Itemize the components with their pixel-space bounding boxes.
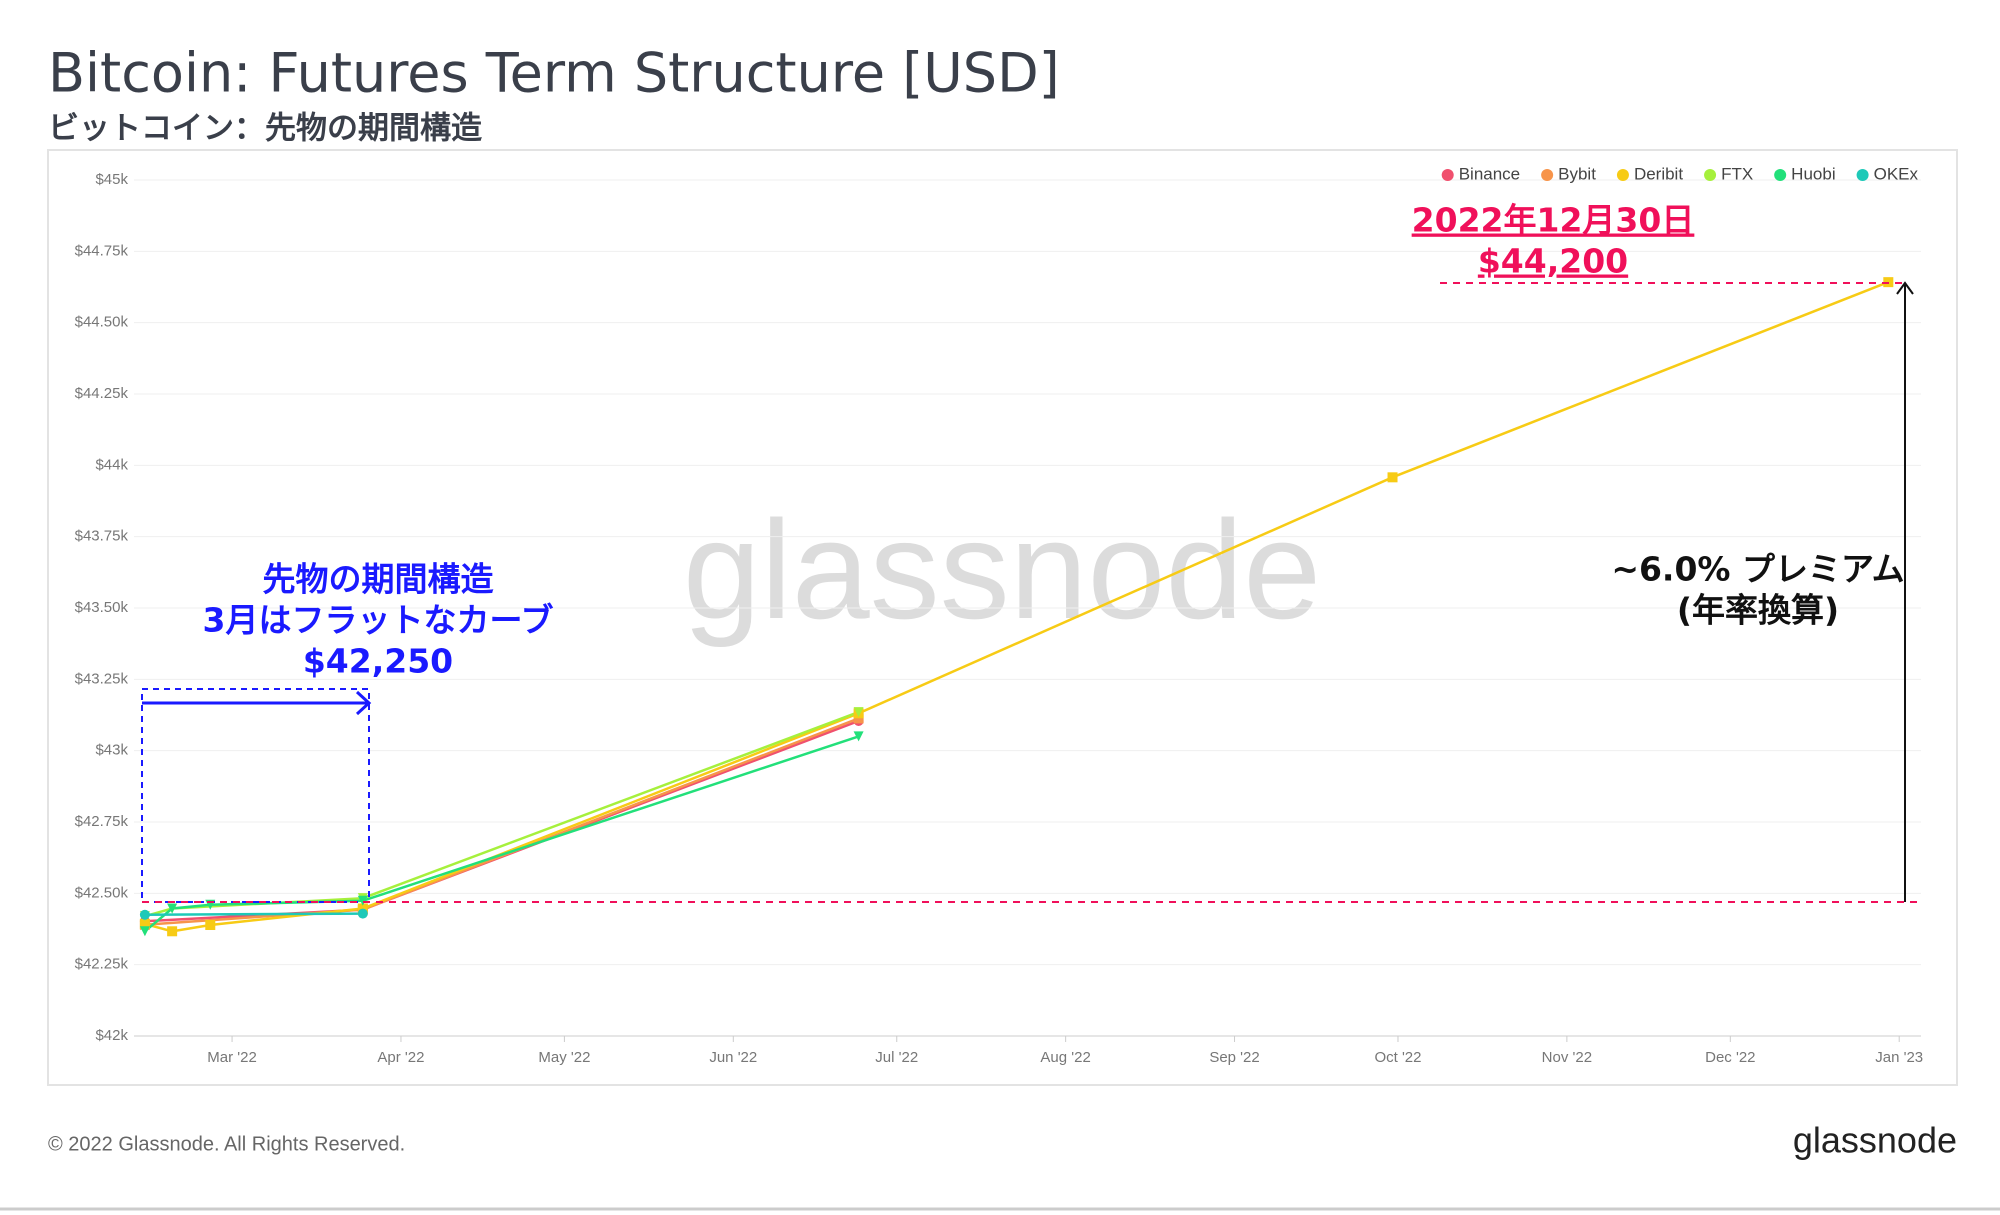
point [139, 918, 150, 929]
watermark: glassnode [683, 491, 1321, 648]
x-tick-label: Jul '22 [875, 1049, 918, 1066]
x-tick-label: Dec '22 [1705, 1049, 1755, 1066]
point [853, 731, 864, 742]
legend-label: Huobi [1791, 164, 1835, 183]
plot: $42k $42.25k $42.50k $42.75k $43k $43.25k $43.… [75, 171, 1924, 1066]
x-tick-label: Nov '22 [1542, 1049, 1592, 1066]
legend-swatch [1616, 169, 1629, 181]
y-tick-label: $43.25k [75, 670, 129, 687]
point [139, 909, 150, 920]
annotation-text: (年率換算) [1677, 591, 1839, 630]
x-tick-label: Mar '22 [207, 1049, 257, 1066]
point [205, 920, 216, 931]
series-line [144, 912, 363, 916]
annotation-text: 先物の期間構造 [263, 560, 494, 599]
y-tick-label: $44.25k [75, 385, 129, 402]
x-tick-label: Jan '23 [1875, 1049, 1923, 1066]
footer: © 2022 Glassnode. All Rights Reserved. [48, 1133, 405, 1155]
point [167, 903, 178, 914]
y-tick-label: $43.75k [75, 528, 129, 545]
legend-swatch [1774, 169, 1787, 181]
y-tick-label: $42.75k [75, 813, 129, 830]
y-tick-label: $44.50k [75, 314, 129, 331]
point [357, 895, 368, 906]
y-tick-label: $42.25k [75, 956, 129, 973]
flat-curve-box [141, 688, 370, 903]
annotation-text: $44,200 [1478, 242, 1628, 281]
point [853, 707, 864, 718]
annotation-text: 2022年12月30日 [1412, 201, 1695, 240]
x-tick-label: Apr '22 [377, 1049, 424, 1066]
x-tick-label: May '22 [538, 1049, 590, 1066]
y-tick-label: $44k [95, 456, 128, 473]
y-tick-label: $42k [95, 1027, 128, 1044]
annotation-shapes [141, 281, 1921, 903]
point [139, 926, 150, 937]
premium-arrowhead [1896, 281, 1914, 295]
x-tick-label: Oct '22 [1374, 1049, 1421, 1066]
legend-label: FTX [1721, 164, 1753, 183]
subtitle: ビットコイン：先物の期間構造 [48, 111, 482, 147]
y-tick-label: $42.50k [75, 884, 129, 901]
legend: OKEx Huobi FTX Deribit Bybit Binance [1441, 164, 1919, 183]
x-tick-label: Jun '22 [709, 1049, 757, 1066]
legend-label: OKEx [1874, 164, 1919, 183]
point [357, 908, 368, 919]
point [167, 926, 178, 937]
legend-label: Bybit [1558, 164, 1596, 183]
annotation-text: ~6.0% プレミアム [1611, 550, 1904, 589]
x-tick-label: Sep '22 [1209, 1049, 1259, 1066]
annotation-text: $42,250 [303, 642, 453, 681]
logo: glassnode [1793, 1120, 1957, 1161]
legend-swatch [1541, 169, 1554, 181]
y-tick-label: $43.50k [75, 599, 129, 616]
annotation-text: 3月はフラットなカーブ [203, 601, 554, 640]
y-tick-label: $44.75k [75, 242, 129, 259]
point [853, 713, 864, 724]
chart-card [47, 149, 1958, 1086]
point [1387, 472, 1398, 483]
x-tick-label: Aug '22 [1040, 1049, 1090, 1066]
legend-swatch [1704, 169, 1717, 181]
legend-label: Deribit [1634, 164, 1683, 183]
point [357, 903, 368, 914]
legend-swatch [1441, 169, 1454, 181]
y-tick-label: $45k [95, 171, 128, 188]
flat-curve-arrowhead [355, 690, 372, 716]
y-tick-label: $43k [95, 742, 128, 759]
legend-label: Binance [1459, 164, 1520, 183]
title: Bitcoin: Futures Term Structure [USD] [48, 42, 1060, 105]
legend-swatch [1856, 169, 1869, 181]
